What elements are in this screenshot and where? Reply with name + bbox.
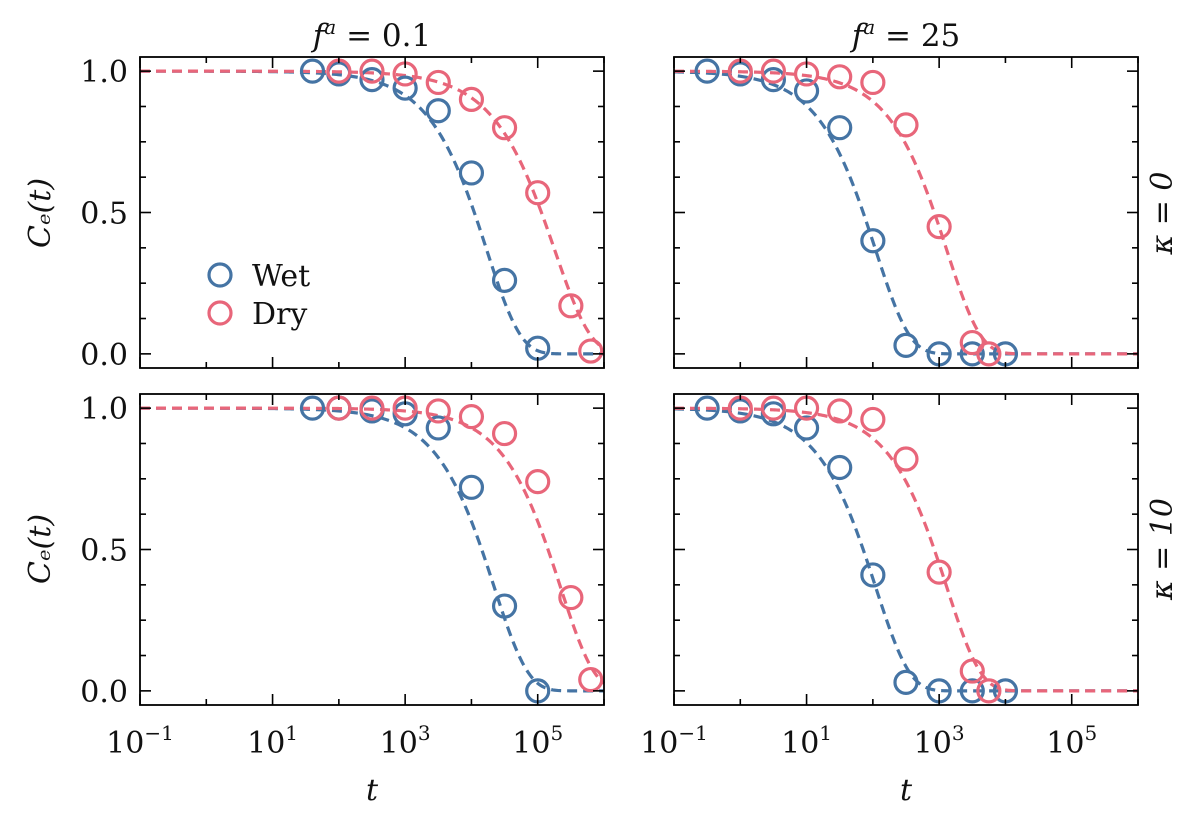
point-dry [760, 58, 787, 84]
row-label-top: κ = 0 [1145, 172, 1180, 256]
column-title-left: fa = 0.1 [311, 15, 431, 54]
fit-line-dry [140, 69, 605, 350]
y-tick-label: 0.0 [80, 675, 128, 710]
legend-label-dry: Dry [252, 297, 307, 332]
point-dry [827, 398, 853, 424]
x-tick-label: 101 [247, 721, 298, 761]
plot-frame [139, 393, 605, 706]
legend-label-wet: Wet [252, 259, 310, 294]
x-tick-label: 101 [781, 721, 832, 761]
point-wet [525, 335, 551, 361]
point-dry [976, 678, 1002, 704]
point-wet [793, 415, 820, 441]
point-dry [959, 329, 985, 356]
subplot-fa0.1-kappa10: 10−1 101 103 105 0.0 0.5 1.0 [80, 392, 606, 761]
point-wet [425, 98, 451, 124]
fit-line-dry [674, 406, 1138, 693]
point-wet [793, 78, 820, 104]
point-wet [893, 332, 919, 358]
point-dry [860, 69, 886, 96]
point-dry [860, 406, 886, 433]
point-wet [827, 454, 853, 481]
point-dry [359, 395, 385, 421]
x-tick-label: 105 [1046, 721, 1097, 761]
xlabel-left: t [366, 773, 379, 808]
point-wet [893, 669, 919, 695]
legend: Wet Dry [207, 259, 310, 332]
xlabel-right: t [900, 773, 913, 808]
point-dry [959, 658, 985, 684]
plot-frame [673, 56, 1139, 369]
point-wet [860, 228, 886, 254]
point-wet [959, 341, 985, 367]
point-wet [860, 562, 886, 588]
point-wet [359, 67, 385, 93]
point-wet [491, 593, 518, 619]
y-tick-label: 1.0 [80, 392, 128, 427]
point-dry [458, 86, 485, 113]
point-dry [976, 341, 1002, 367]
fit-line-wet [140, 406, 604, 693]
point-wet [694, 58, 720, 84]
point-dry [425, 69, 451, 96]
x-tick-label: 10−1 [640, 721, 708, 761]
point-dry [827, 64, 853, 90]
point-wet [694, 395, 720, 421]
x-tick-label: 103 [380, 721, 431, 761]
point-dry [893, 446, 919, 472]
point-wet [458, 474, 485, 500]
point-wet [458, 160, 485, 186]
point-dry [578, 666, 604, 693]
plot-frame [673, 393, 1139, 706]
point-wet [959, 678, 985, 704]
point-dry [525, 469, 551, 495]
x-tick-label: 10−1 [106, 721, 174, 761]
point-wet [299, 395, 326, 421]
y-tick-label: 0.5 [80, 197, 128, 232]
row-label-bottom: κ = 10 [1145, 498, 1180, 601]
subplot-fa0.1-kappa0: 0.0 0.5 1.0 [80, 55, 605, 373]
fit-line-wet [673, 407, 1138, 693]
ylabel-top: Cₑ(t) [23, 178, 58, 248]
point-wet [392, 75, 418, 101]
subplot-fa25-kappa10: 10−1 101 103 105 [640, 393, 1139, 761]
point-dry [578, 338, 604, 364]
point-dry [558, 293, 584, 319]
plot-frame [139, 56, 605, 369]
point-dry [760, 395, 787, 421]
point-dry [525, 180, 551, 206]
column-title-right: fa = 25 [850, 15, 961, 54]
point-wet [425, 415, 451, 441]
point-dry [893, 112, 919, 138]
ylabel-bottom: Cₑ(t) [23, 514, 58, 584]
y-tick-label: 1.0 [80, 55, 128, 90]
point-wet [491, 267, 518, 293]
point-dry [359, 58, 385, 84]
point-dry [458, 404, 485, 430]
point-dry [491, 420, 518, 447]
x-tick-label: 105 [512, 721, 563, 761]
point-dry [926, 559, 952, 585]
point-dry [558, 584, 584, 611]
y-tick-label: 0.5 [80, 534, 128, 569]
x-tick-label: 103 [914, 721, 965, 761]
legend-marker-dry [207, 300, 233, 326]
legend-marker-wet [207, 262, 233, 288]
point-dry [425, 398, 451, 424]
point-wet [760, 67, 787, 93]
point-wet [827, 115, 853, 141]
fit-line-dry [674, 69, 1138, 356]
point-dry [926, 214, 952, 240]
fit-line-dry [140, 406, 606, 685]
y-tick-label: 0.0 [80, 338, 128, 373]
subplot-fa25-kappa0 [673, 56, 1139, 369]
point-wet [299, 58, 326, 84]
point-dry [491, 115, 518, 141]
